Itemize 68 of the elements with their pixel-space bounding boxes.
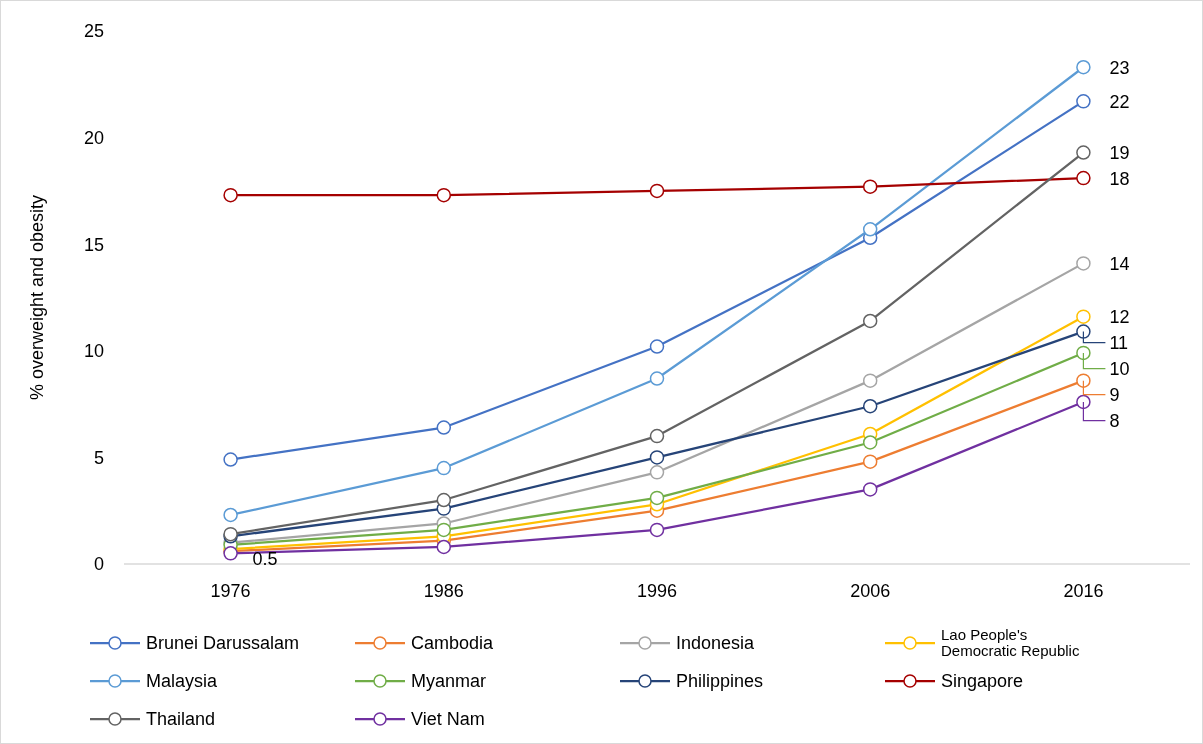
point	[436, 539, 452, 555]
legend-label: Thailand	[146, 709, 216, 730]
data-label: 14	[1109, 253, 1130, 274]
y-tick-label: 5	[93, 447, 104, 468]
data-label: 19	[1109, 142, 1130, 163]
point	[223, 507, 238, 523]
point	[1076, 309, 1091, 324]
point	[1076, 170, 1091, 186]
point	[1076, 373, 1091, 388]
point	[1076, 345, 1091, 361]
y-tick-label: 20	[83, 127, 104, 148]
point	[1076, 145, 1091, 160]
point	[862, 435, 878, 450]
point	[649, 183, 665, 199]
point	[436, 187, 452, 203]
point	[862, 398, 878, 414]
point	[436, 522, 452, 538]
point	[1076, 94, 1091, 109]
legend-label: Malaysia	[146, 671, 219, 692]
point	[649, 465, 665, 480]
point	[436, 492, 452, 508]
x-tick-label: 1986	[423, 581, 464, 601]
x-tick-label: 2016	[1063, 581, 1104, 601]
data-label: 0.5	[252, 548, 278, 569]
point	[223, 452, 238, 467]
legend-label: Philippines	[676, 671, 764, 692]
point	[649, 450, 665, 465]
point	[436, 420, 452, 435]
point	[1076, 324, 1091, 339]
data-label: 22	[1109, 91, 1130, 112]
point	[649, 339, 665, 354]
legend-label: Cambodia	[411, 633, 495, 654]
data-label: 9	[1109, 384, 1120, 405]
point	[1076, 256, 1091, 271]
y-tick-label: 0	[93, 554, 104, 575]
y-tick-label: 25	[83, 21, 104, 42]
legend-label: Myanmar	[411, 671, 487, 692]
legend-label: Singapore	[941, 671, 1024, 692]
data-label: 8	[1109, 410, 1120, 431]
point	[436, 460, 452, 476]
point	[862, 373, 878, 388]
y-tick-label: 10	[83, 341, 104, 362]
x-tick-label: 1996	[636, 581, 678, 601]
legend-label: Lao People's Democratic Republic	[941, 626, 1080, 659]
point	[862, 222, 878, 237]
data-label: 10	[1109, 358, 1130, 379]
point	[862, 313, 878, 329]
data-label: 11	[1109, 332, 1129, 353]
x-tick-label: 2006	[850, 581, 891, 601]
point	[862, 179, 878, 194]
y-tick-label: 15	[83, 234, 104, 255]
x-tick-label: 1976	[210, 581, 251, 601]
point	[862, 454, 878, 469]
data-label: 23	[1109, 57, 1130, 78]
point	[649, 371, 665, 386]
point	[1076, 394, 1091, 410]
data-label: 12	[1109, 306, 1130, 327]
point	[649, 428, 665, 444]
legend-label: Indonesia	[676, 633, 756, 654]
y-axis-title: % overweight and obesity	[27, 194, 47, 401]
point	[649, 490, 665, 506]
point	[1076, 59, 1091, 75]
data-label: 18	[1109, 168, 1130, 189]
point	[223, 187, 238, 203]
legend-label: Brunei Darussalam	[146, 633, 300, 654]
legend-label: Viet Nam	[411, 709, 485, 730]
point	[862, 482, 878, 497]
point	[649, 522, 665, 538]
